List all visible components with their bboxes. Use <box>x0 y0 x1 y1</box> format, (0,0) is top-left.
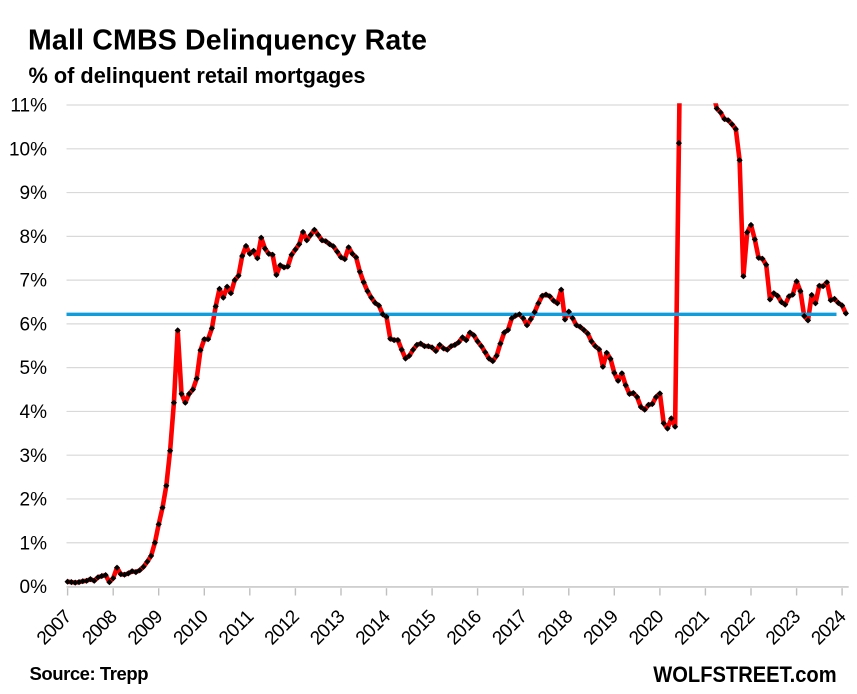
svg-text:10%: 10% <box>9 139 47 160</box>
svg-text:5%: 5% <box>20 358 48 379</box>
svg-text:8%: 8% <box>20 227 48 248</box>
svg-text:9%: 9% <box>20 183 48 204</box>
svg-text:6%: 6% <box>20 315 48 336</box>
svg-text:2%: 2% <box>20 490 48 511</box>
svg-text:11%: 11% <box>10 96 47 117</box>
svg-text:Source: Trepp: Source: Trepp <box>30 663 149 684</box>
svg-text:7%: 7% <box>20 271 48 292</box>
svg-text:WOLFSTREET.com: WOLFSTREET.com <box>653 662 836 687</box>
svg-text:3%: 3% <box>20 446 48 467</box>
svg-text:Mall CMBS Delinquency Rate: Mall CMBS Delinquency Rate <box>28 25 427 57</box>
svg-text:4%: 4% <box>20 402 48 423</box>
svg-text:1%: 1% <box>20 533 48 554</box>
svg-text:0%: 0% <box>20 577 48 598</box>
svg-text:% of delinquent retail mortgag: % of delinquent retail mortgages <box>29 63 366 88</box>
